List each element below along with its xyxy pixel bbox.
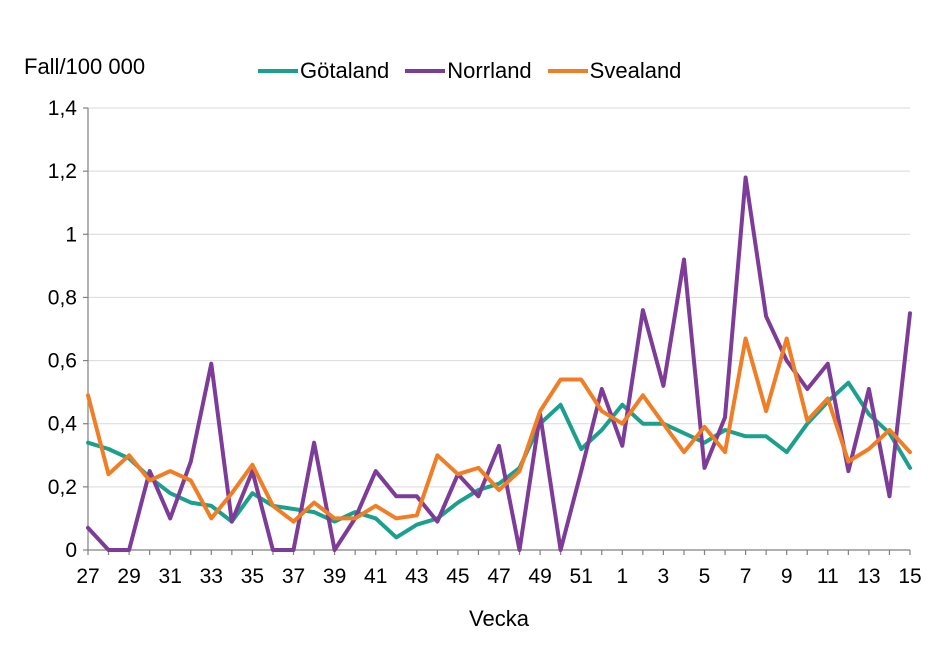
x-axis-tick-label: 49 <box>528 565 551 588</box>
x-axis-tick-label: 5 <box>699 565 711 588</box>
x-axis-tick-label: 33 <box>200 565 223 588</box>
y-axis-tick-label: 1 <box>65 223 77 246</box>
legend-label-gotaland: Götaland <box>300 58 390 83</box>
y-axis-tick-label: 0,4 <box>48 413 78 436</box>
legend-swatch-svealand <box>547 68 588 74</box>
legend-item-norrland: Norrland <box>405 58 532 84</box>
x-axis-tick-label: 3 <box>658 565 670 588</box>
legend-item-svealand: Svealand <box>547 58 682 84</box>
x-axis-tick-label: 35 <box>241 565 264 588</box>
legend-swatch-gotaland <box>258 68 298 74</box>
y-axis-tick-label: 1,4 <box>48 97 78 120</box>
x-axis-tick-label: 51 <box>570 565 593 588</box>
series-line-norrland <box>86 175 912 552</box>
legend: Götaland Norrland Svealand <box>258 58 681 84</box>
chart-title: Fall/100 000 <box>24 54 146 79</box>
x-axis-tick-label: 29 <box>117 565 140 588</box>
x-axis-tick-label: 9 <box>781 565 793 588</box>
x-axis-tick-label: 37 <box>282 565 305 588</box>
x-axis-tick-label: 31 <box>159 565 182 588</box>
x-axis-tick-label: 7 <box>740 565 752 588</box>
legend-item-gotaland: Götaland <box>258 58 389 84</box>
x-axis-tick-label: 47 <box>487 565 510 588</box>
x-axis-tick-label: 11 <box>817 565 839 588</box>
y-axis-tick-label: 0,2 <box>48 476 77 499</box>
series-line-gtaland <box>86 380 912 540</box>
x-axis-tick-label: 43 <box>405 565 428 588</box>
y-axis-tick-label: 0,8 <box>48 286 77 309</box>
series-line-svealand <box>86 336 912 524</box>
y-axis-tick-label: 0,6 <box>48 350 77 373</box>
x-axis-tick-label: 39 <box>323 565 346 588</box>
x-axis-tick-label: 45 <box>446 565 469 588</box>
x-axis-tick-label: 41 <box>364 565 387 588</box>
legend-label-svealand: Svealand <box>589 58 682 83</box>
x-axis-tick-label: 15 <box>898 565 921 588</box>
y-axis-tick-label: 1,2 <box>48 160 77 183</box>
legend-swatch-norrland <box>405 68 446 74</box>
y-axis-tick-label: 0 <box>65 539 77 562</box>
legend-label-norrland: Norrland <box>447 58 532 83</box>
x-axis-tick-label: 27 <box>76 565 99 588</box>
x-axis-tick-label: 1 <box>616 565 628 588</box>
x-axis-title: Vecka <box>469 606 529 631</box>
x-axis-tick-label: 13 <box>857 565 880 588</box>
